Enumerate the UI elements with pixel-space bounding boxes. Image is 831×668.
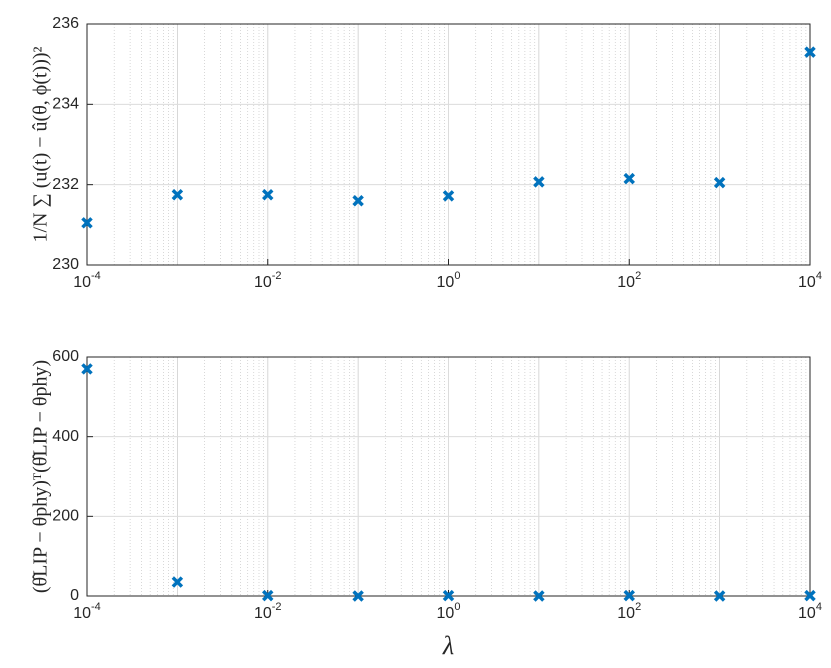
y-tick-label: 200: [52, 508, 79, 525]
y-tick-label: 600: [52, 348, 79, 365]
marker: [623, 589, 635, 602]
x-tick-label: 10-4: [73, 270, 101, 291]
marker: [352, 590, 364, 602]
marker: [171, 576, 184, 588]
y-tick-label: 230: [52, 256, 79, 273]
marker: [352, 194, 364, 207]
x-tick-label: 100: [437, 270, 461, 291]
x-tick-label: 10-2: [254, 601, 282, 622]
x-tick-label: 10-4: [73, 601, 101, 622]
x-tick-label: 104: [798, 270, 822, 291]
marker: [623, 172, 635, 185]
marker: [262, 188, 274, 201]
marker: [81, 363, 93, 375]
x-tick-label: 104: [798, 601, 822, 622]
y-axis-label: 1/N ∑ (u(t) − û(θ, ϕ(t)))²: [30, 46, 52, 242]
y-tick-label: 232: [52, 176, 79, 193]
marker: [81, 217, 93, 229]
x-axis-label: λ: [442, 631, 454, 660]
y-tick-label: 0: [70, 587, 79, 604]
x-tick-label: 102: [617, 270, 641, 291]
marker: [804, 589, 816, 602]
marker: [442, 589, 455, 602]
marker: [713, 176, 726, 189]
marker: [713, 590, 726, 602]
y-axis-label: (θ̂LIP − θphy)ᵀ(θ̂LIP − θphy): [30, 360, 52, 593]
marker: [533, 176, 545, 188]
marker: [533, 590, 545, 602]
x-tick-label: 102: [617, 601, 641, 622]
y-tick-label: 400: [52, 428, 79, 445]
y-tick-label: 234: [52, 96, 79, 113]
marker: [171, 188, 184, 201]
axes-box: [86, 23, 811, 266]
y-tick-label: 236: [52, 15, 79, 32]
marker: [442, 190, 455, 202]
x-tick-label: 100: [437, 601, 461, 622]
x-tick-label: 10-2: [254, 270, 282, 291]
marker: [262, 589, 274, 602]
marker: [804, 46, 816, 58]
